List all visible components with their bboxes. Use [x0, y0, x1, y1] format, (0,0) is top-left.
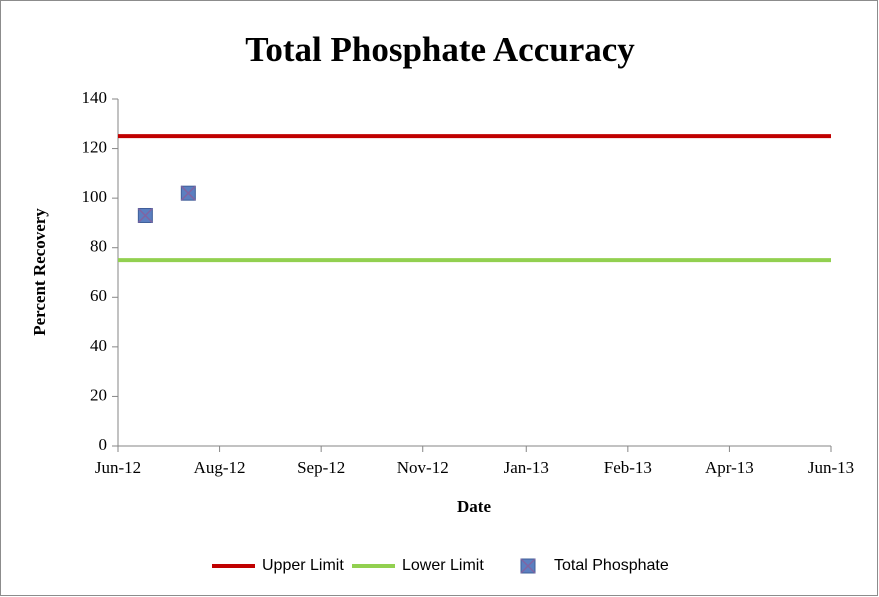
- data-point: [137, 207, 153, 224]
- y-tick-label: 100: [82, 187, 108, 206]
- x-tick-label: Feb-13: [604, 458, 652, 477]
- y-tick-label: 60: [90, 286, 107, 305]
- marker-cross: [180, 185, 196, 201]
- y-axis-label: Percent Recovery: [30, 208, 49, 336]
- y-tick-label: 0: [99, 435, 108, 454]
- legend-label: Lower Limit: [402, 557, 484, 574]
- marker-cross: [137, 207, 153, 224]
- y-tick-label: 80: [90, 237, 107, 256]
- legend-label: Total Phosphate: [554, 557, 669, 574]
- x-axis-label: Date: [457, 497, 491, 516]
- x-tick-label: Sep-12: [297, 458, 345, 477]
- x-tick-label: Jun-12: [95, 458, 141, 477]
- marker-cross: [520, 558, 536, 574]
- y-tick-label: 140: [82, 88, 108, 107]
- x-tick-label: Jan-13: [504, 458, 549, 477]
- y-tick-label: 120: [82, 137, 108, 156]
- x-tick-label: Aug-12: [194, 458, 246, 477]
- legend-swatch: [520, 558, 536, 574]
- y-tick-label: 20: [90, 385, 107, 404]
- chart-title: Total Phosphate Accuracy: [245, 30, 635, 69]
- x-tick-label: Apr-13: [705, 458, 754, 477]
- x-tick-label: Jun-13: [808, 458, 854, 477]
- data-point: [180, 185, 196, 201]
- x-tick-label: Nov-12: [397, 458, 449, 477]
- y-tick-label: 40: [90, 336, 107, 355]
- legend-label: Upper Limit: [262, 557, 344, 574]
